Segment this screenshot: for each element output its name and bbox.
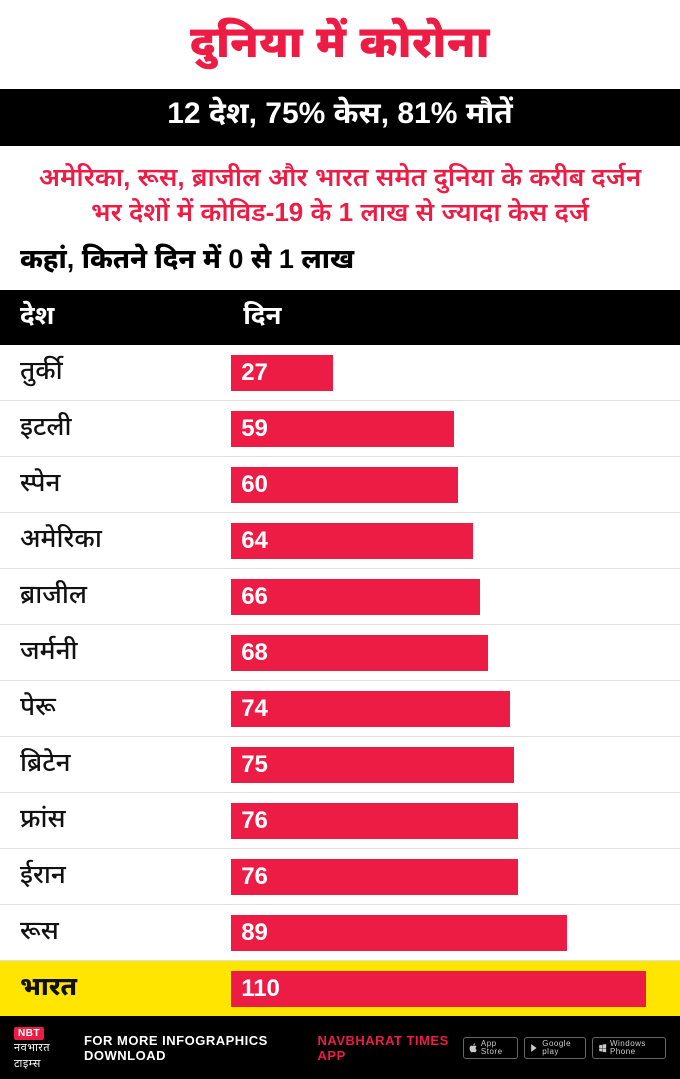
bar-cell: 110 [231, 965, 680, 1013]
description-text: अमेरिका, रूस, ब्राजील और भारत समेत दुनिय… [0, 146, 680, 238]
table-row: तुर्की27 [0, 345, 680, 401]
store-label: Windows Phone [610, 1040, 660, 1056]
table-row: पेरू74 [0, 681, 680, 737]
stat-deaths-num: 81% [397, 97, 457, 130]
bar-cell: 76 [231, 797, 680, 845]
footer-brand-block: NBT नवभारत टाइम्स [14, 1024, 74, 1071]
table-row: भारत110 [0, 961, 680, 1016]
google-play-badge[interactable]: Google play [524, 1037, 586, 1059]
country-cell: रूस [0, 905, 231, 960]
bar-cell: 60 [231, 461, 680, 509]
chart-subhead: कहां, कितने दिन में 0 से 1 लाख [0, 238, 680, 290]
nbt-logo-badge: NBT [14, 1027, 44, 1040]
table-row: अमेरिका64 [0, 513, 680, 569]
bar-cell: 66 [231, 573, 680, 621]
bar-cell: 75 [231, 741, 680, 789]
bar-cell: 74 [231, 685, 680, 733]
stat-countries-word: देश, [209, 97, 257, 130]
bar-cell: 76 [231, 853, 680, 901]
country-cell: अमेरिका [0, 513, 231, 568]
table-row: फ्रांस76 [0, 793, 680, 849]
bar-cell: 68 [231, 629, 680, 677]
windows-icon [598, 1042, 607, 1054]
infographic-card: दुनिया में कोरोना 12 देश, 75% केस, 81% म… [0, 0, 680, 1079]
bar: 60 [231, 467, 457, 503]
header-country: देश [0, 290, 231, 345]
table-row: ब्रिटेन75 [0, 737, 680, 793]
app-store-badge[interactable]: App Store [463, 1037, 518, 1059]
table-row: जर्मनी68 [0, 625, 680, 681]
stat-countries-num: 12 [167, 97, 200, 130]
table-row: स्पेन60 [0, 457, 680, 513]
table-row: इटली59 [0, 401, 680, 457]
apple-icon [469, 1042, 478, 1054]
bar: 75 [231, 747, 514, 783]
store-badges: App Store Google play Windows Phone [463, 1037, 666, 1059]
footer-lead: FOR MORE INFOGRAPHICS DOWNLOAD [84, 1033, 308, 1063]
title-band: दुनिया में कोरोना [0, 0, 680, 89]
stats-band: 12 देश, 75% केस, 81% मौतें [0, 89, 680, 146]
country-cell: ब्राजील [0, 569, 231, 624]
footer-app-name: NAVBHARAT TIMES APP [318, 1033, 453, 1063]
play-icon [530, 1042, 539, 1054]
footer-bar: NBT नवभारत टाइम्स FOR MORE INFOGRAPHICS … [0, 1016, 680, 1079]
windows-store-badge[interactable]: Windows Phone [592, 1037, 666, 1059]
table-row: ब्राजील66 [0, 569, 680, 625]
footer-brand: नवभारत टाइम्स [14, 1042, 50, 1070]
country-cell: फ्रांस [0, 793, 231, 848]
stat-cases-word: केस, [334, 97, 389, 130]
country-cell: ब्रिटेन [0, 737, 231, 792]
bar: 76 [231, 803, 518, 839]
bar: 64 [231, 523, 472, 559]
bar-chart-table: देश दिन तुर्की27इटली59स्पेन60अमेरिका64ब्… [0, 290, 680, 1016]
country-cell: भारत [0, 961, 231, 1016]
bar-cell: 59 [231, 405, 680, 453]
bar: 27 [231, 355, 333, 391]
bar-cell: 89 [231, 909, 680, 957]
bar: 66 [231, 579, 480, 615]
bar: 74 [231, 691, 510, 727]
country-cell: इटली [0, 401, 231, 456]
table-row: ईरान76 [0, 849, 680, 905]
country-cell: पेरू [0, 681, 231, 736]
bar-cell: 64 [231, 517, 680, 565]
country-cell: स्पेन [0, 457, 231, 512]
table-row: रूस89 [0, 905, 680, 961]
bar: 110 [231, 971, 646, 1007]
store-label: Google play [542, 1040, 579, 1056]
country-cell: ईरान [0, 849, 231, 904]
bar: 89 [231, 915, 567, 951]
country-cell: जर्मनी [0, 625, 231, 680]
bar-cell: 27 [231, 349, 680, 397]
stat-deaths-word: मौतें [466, 97, 513, 130]
table-header: देश दिन [0, 290, 680, 345]
country-cell: तुर्की [0, 345, 231, 400]
bar: 59 [231, 411, 454, 447]
bar: 76 [231, 859, 518, 895]
header-days: दिन [231, 290, 680, 345]
table-body: तुर्की27इटली59स्पेन60अमेरिका64ब्राजील66ज… [0, 345, 680, 1016]
store-label: App Store [481, 1040, 512, 1056]
bar: 68 [231, 635, 488, 671]
stat-cases-num: 75% [265, 97, 325, 130]
page-title: दुनिया में कोरोना [20, 18, 660, 75]
